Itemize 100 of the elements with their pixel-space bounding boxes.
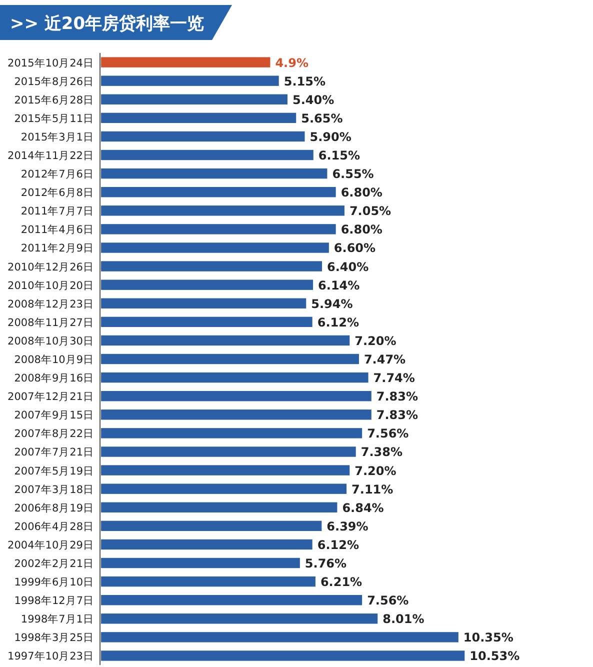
bar <box>101 650 465 661</box>
y-tick-label: 1998年7月1日 <box>20 614 94 626</box>
data-label: 10.53% <box>470 649 520 664</box>
bar <box>101 520 322 532</box>
y-tick-label: 2008年10月30日 <box>8 335 94 348</box>
y-tick-label: 2002年2月21日 <box>14 558 94 570</box>
data-label: 5.65% <box>301 111 343 126</box>
data-label: 7.47% <box>364 352 406 366</box>
data-label: 6.55% <box>332 167 374 182</box>
y-tick-label: 2015年5月11日 <box>14 112 94 125</box>
bar <box>101 614 378 624</box>
data-label: 7.74% <box>373 371 415 386</box>
bar <box>101 316 312 328</box>
y-tick-label: 1998年3月25日 <box>14 632 94 644</box>
data-label: 4.9% <box>275 56 308 70</box>
bar <box>101 186 336 198</box>
y-tick-label: 2012年6月8日 <box>20 187 94 200</box>
bar <box>101 576 316 587</box>
bar <box>101 280 314 290</box>
data-label: 6.40% <box>327 260 369 274</box>
data-label: 6.60% <box>334 241 376 256</box>
data-label: 5.40% <box>292 92 334 107</box>
bar <box>101 354 359 364</box>
data-label: 5.94% <box>311 296 353 311</box>
data-label: 6.39% <box>326 519 368 534</box>
bar <box>101 94 288 104</box>
y-tick-label: 2007年9月15日 <box>14 410 94 422</box>
data-label: 7.56% <box>367 594 409 608</box>
y-tick-label: 1999年6月10日 <box>14 576 94 589</box>
y-tick-label: 2007年5月19日 <box>14 465 94 478</box>
data-label: 7.83% <box>376 408 418 422</box>
bar <box>101 428 362 438</box>
data-label: 8.01% <box>382 612 424 626</box>
y-tick-label: 2015年6月28日 <box>14 94 94 106</box>
data-label: 6.12% <box>317 315 359 330</box>
y-tick-label: 2011年2月9日 <box>20 242 94 255</box>
data-label: 7.56% <box>367 426 409 441</box>
bar <box>101 558 300 568</box>
y-tick-label: 2007年8月22日 <box>14 428 94 440</box>
bar <box>101 594 362 606</box>
bar <box>101 502 338 512</box>
data-label: 6.84% <box>342 500 384 515</box>
data-label: 7.20% <box>354 464 396 478</box>
data-label: 7.05% <box>349 204 392 218</box>
y-tick-label: 2007年3月18日 <box>14 484 94 496</box>
y-tick-label: 2012年7月6日 <box>20 168 94 181</box>
y-tick-label: 2011年4月6日 <box>20 224 94 236</box>
bar <box>101 150 314 160</box>
y-tick-label: 2010年10月20日 <box>8 280 94 292</box>
bar <box>101 298 306 308</box>
bar <box>101 224 336 234</box>
y-tick-label: 2008年9月16日 <box>14 372 94 385</box>
bar <box>101 131 305 142</box>
data-label: 7.11% <box>352 482 394 496</box>
data-label: 7.20% <box>354 334 396 348</box>
data-label: 5.15% <box>284 74 326 88</box>
y-tick-label: 2008年12月23日 <box>8 298 94 310</box>
y-tick-label: 2015年8月26日 <box>14 76 94 88</box>
data-label: 6.12% <box>317 538 359 552</box>
bar <box>101 261 322 272</box>
bar <box>101 242 329 253</box>
data-label: 6.21% <box>320 575 362 590</box>
y-tick-label: 1997年10月23日 <box>8 650 94 663</box>
bar <box>101 57 270 68</box>
data-label: 5.90% <box>310 130 352 144</box>
bar <box>101 632 458 642</box>
bar <box>101 335 350 346</box>
bar <box>101 410 372 420</box>
bar <box>101 76 279 86</box>
bar <box>101 112 296 124</box>
y-tick-label: 1998年12月7日 <box>14 595 94 608</box>
y-tick-label: 2008年10月9日 <box>14 354 94 366</box>
y-tick-label: 2006年4月28日 <box>14 520 94 533</box>
data-label: 7.83% <box>376 390 418 404</box>
bar <box>101 390 372 402</box>
data-label: 5.76% <box>304 556 347 570</box>
data-label: 6.14% <box>318 278 360 292</box>
bar <box>101 206 344 216</box>
bar <box>101 484 347 494</box>
y-tick-label: 2015年3月1日 <box>20 131 94 144</box>
data-label: 6.80% <box>340 186 382 200</box>
y-tick-label: 2004年10月29日 <box>8 539 94 552</box>
y-tick-label: 2007年12月21日 <box>8 391 94 404</box>
y-tick-label: 2008年11月27日 <box>8 316 94 329</box>
y-tick-label: 2006年8月19日 <box>14 502 94 514</box>
y-tick-label: 2015年10月24日 <box>8 57 94 70</box>
data-label: 6.15% <box>318 148 360 162</box>
bar <box>101 168 328 179</box>
data-label: 6.80% <box>340 222 382 237</box>
y-tick-label: 2011年7月7日 <box>20 206 94 218</box>
y-tick-label: 2010年12月26日 <box>8 261 94 274</box>
bar <box>101 446 356 457</box>
bar <box>101 539 312 550</box>
chart-title: >> 近20年房贷利率一览 <box>10 14 204 34</box>
bar <box>101 465 350 476</box>
y-tick-label: 2014年11月22日 <box>8 150 94 162</box>
y-tick-label: 2007年7月21日 <box>14 446 94 459</box>
bar <box>101 372 368 383</box>
data-label: 7.38% <box>360 445 402 460</box>
data-label: 10.35% <box>463 630 514 645</box>
